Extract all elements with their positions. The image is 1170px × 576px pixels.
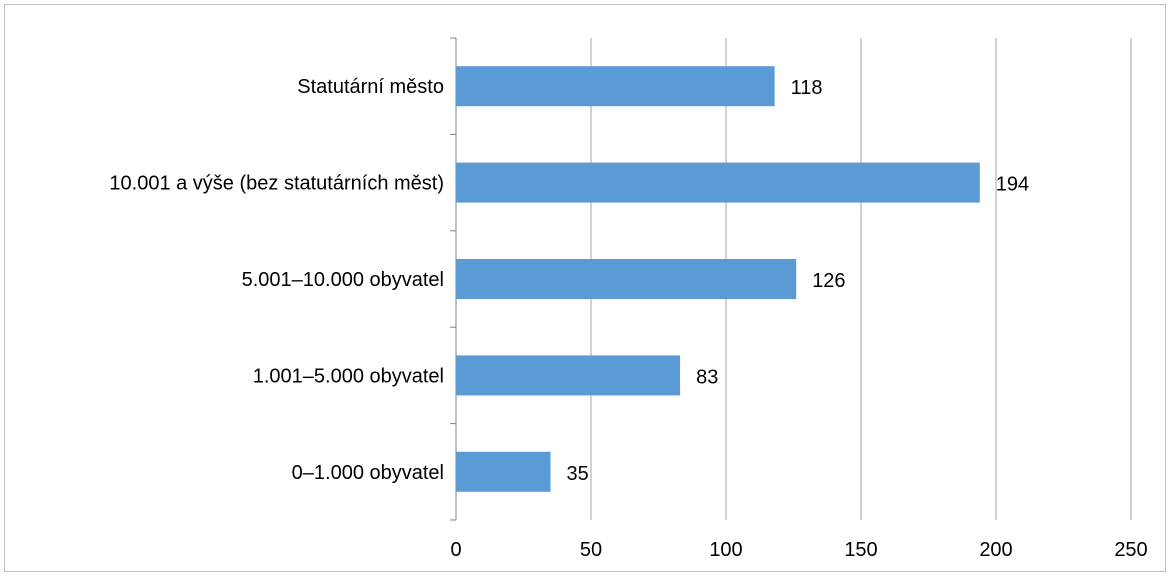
data-label-4: 35 bbox=[567, 463, 589, 485]
data-label-1: 194 bbox=[996, 174, 1029, 196]
bar-0 bbox=[456, 66, 775, 107]
labels: 0 50 100 150 200 250 Statutární město 118 10.001… bbox=[109, 76, 1147, 561]
category-label-4: 0–1.000 obyvatel bbox=[292, 462, 444, 484]
chart-frame: 0 50 100 150 200 250 Statutární město 118 10.001… bbox=[4, 4, 1166, 572]
bar-chart: 0 50 100 150 200 250 Statutární město 118 10.001… bbox=[109, 37, 1148, 561]
x-tick-label-150: 150 bbox=[844, 539, 877, 561]
category-label-2: 5.001–10.000 obyvatel bbox=[242, 269, 444, 291]
data-label-3: 83 bbox=[696, 366, 718, 388]
category-label-3: 1.001–5.000 obyvatel bbox=[253, 365, 444, 387]
x-tick-label-100: 100 bbox=[709, 539, 742, 561]
x-tick-label-200: 200 bbox=[979, 539, 1012, 561]
x-tick-label-50: 50 bbox=[580, 539, 602, 561]
bars bbox=[456, 66, 980, 492]
bar-4 bbox=[456, 451, 551, 492]
category-axis bbox=[450, 37, 457, 521]
data-label-0: 118 bbox=[791, 77, 823, 99]
gridlines bbox=[590, 38, 1132, 520]
category-label-0: Statutární město bbox=[297, 76, 444, 98]
bar-3 bbox=[456, 355, 681, 396]
x-tick-label-0: 0 bbox=[450, 539, 461, 561]
bar-2 bbox=[456, 259, 797, 299]
category-label-1: 10.001 a výše (bez statutárních měst) bbox=[109, 173, 444, 195]
x-tick-label-250: 250 bbox=[1114, 539, 1147, 561]
bar-1 bbox=[456, 162, 980, 203]
data-label-2: 126 bbox=[812, 270, 845, 292]
